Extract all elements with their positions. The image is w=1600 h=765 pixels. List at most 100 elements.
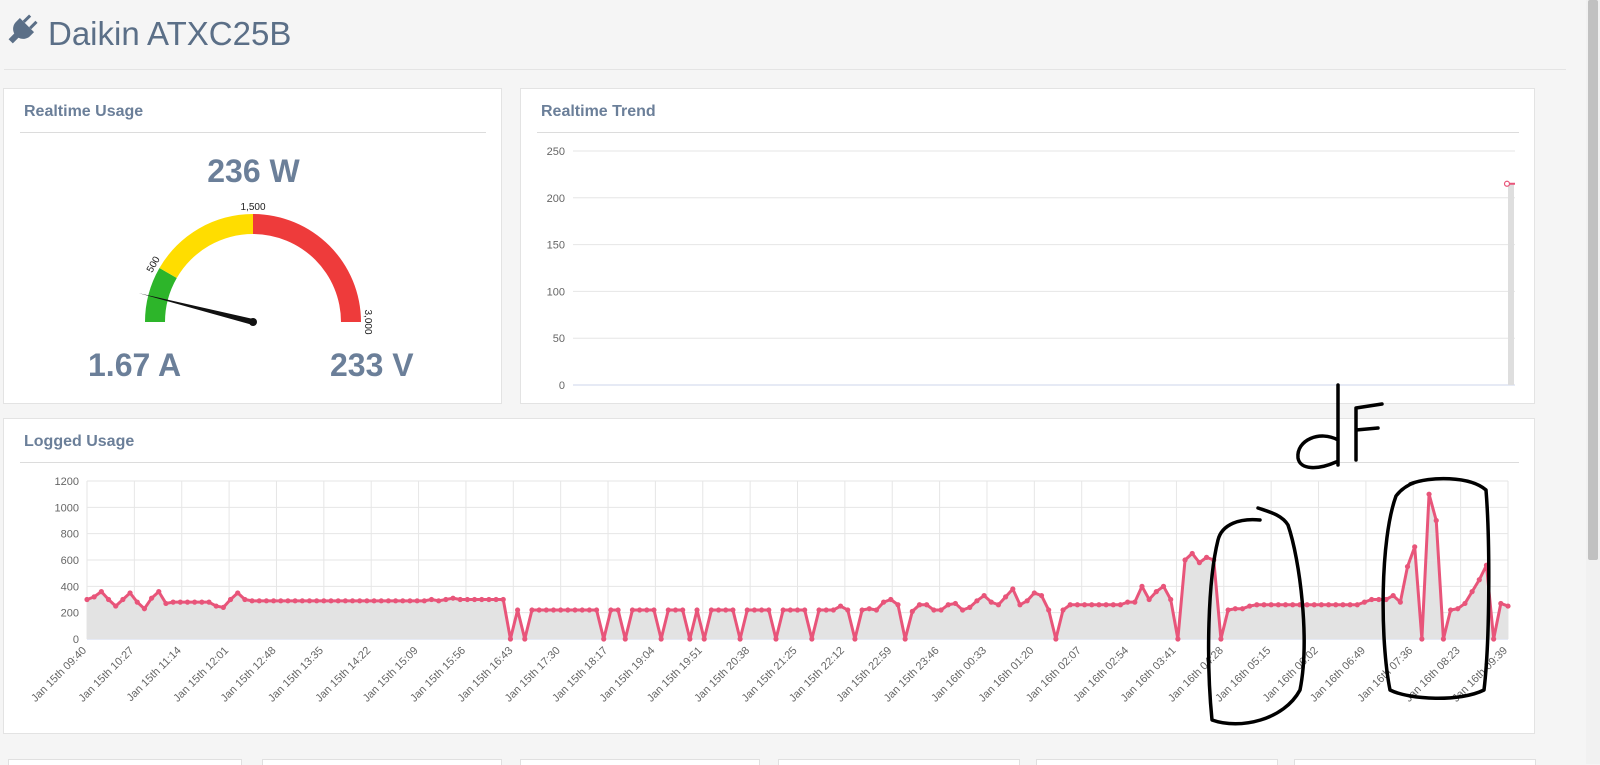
- bottom-panel-edge: [778, 759, 1020, 765]
- panel-divider: [537, 132, 1519, 133]
- logged-point: [206, 599, 212, 605]
- logged-point: [299, 598, 305, 604]
- logged-point: [1110, 602, 1116, 608]
- logged-point: [1340, 602, 1346, 608]
- logged-point: [98, 589, 104, 595]
- gauge-label: 3,000: [362, 309, 373, 334]
- logged-point: [1433, 517, 1439, 524]
- logged-point: [371, 598, 377, 604]
- logged-point: [84, 596, 90, 603]
- logged-point: [1376, 596, 1382, 603]
- logged-point: [751, 607, 758, 613]
- trend-y-tick: 200: [547, 193, 565, 205]
- logged-point: [967, 604, 973, 610]
- logged-point: [837, 603, 844, 609]
- logged-point: [823, 607, 829, 613]
- logged-point: [1247, 603, 1253, 609]
- logged-point: [278, 598, 284, 604]
- logged-point: [1354, 602, 1360, 608]
- logged-point: [163, 600, 169, 607]
- logged-point: [105, 596, 112, 603]
- logged-point: [1218, 636, 1224, 642]
- logged-point: [249, 598, 255, 604]
- scrollbar-thumb[interactable]: [1588, 0, 1598, 560]
- logged-point: [888, 596, 894, 603]
- logged-point: [1239, 606, 1246, 612]
- logged-point: [1168, 596, 1174, 603]
- logged-point: [536, 607, 542, 613]
- logged-point: [629, 607, 636, 613]
- logged-point: [608, 607, 614, 613]
- logged-point: [1139, 583, 1145, 589]
- logged-y-tick: 800: [61, 529, 79, 541]
- logged-point: [213, 603, 219, 609]
- logged-point: [141, 606, 148, 612]
- page-title: Daikin ATXC25B: [4, 14, 291, 54]
- logged-point: [1196, 560, 1202, 566]
- panel-divider: [20, 132, 486, 133]
- logged-point: [134, 599, 140, 605]
- logged-point: [529, 607, 535, 613]
- logged-point: [522, 636, 528, 642]
- logged-point: [881, 599, 887, 605]
- logged-point: [1053, 636, 1059, 642]
- logged-point: [1311, 602, 1317, 608]
- logged-point: [1390, 592, 1396, 599]
- logged-y-tick: 600: [61, 555, 79, 567]
- logged-point: [1089, 602, 1095, 608]
- power-value: 236 W: [207, 153, 300, 189]
- logged-point: [1476, 577, 1482, 583]
- logged-point: [148, 595, 155, 601]
- logged-point: [199, 599, 205, 605]
- logged-point: [644, 607, 650, 613]
- logged-point: [1462, 600, 1468, 607]
- logged-point: [895, 602, 901, 608]
- logged-point: [357, 598, 363, 604]
- logged-point: [1333, 602, 1339, 608]
- logged-point: [292, 598, 298, 604]
- logged-point: [787, 607, 793, 613]
- logged-point: [794, 607, 801, 613]
- page-scrollbar[interactable]: [1586, 0, 1600, 764]
- logged-point: [256, 598, 262, 604]
- logged-point: [1203, 554, 1210, 560]
- logged-point: [579, 607, 585, 613]
- logged-point: [1505, 603, 1511, 609]
- logged-point: [550, 607, 557, 613]
- logged-point: [931, 607, 937, 613]
- logged-point: [1275, 602, 1281, 608]
- logged-point: [802, 607, 808, 613]
- logged-point: [235, 590, 241, 596]
- logged-point: [285, 598, 291, 604]
- gauge-band-0: [145, 268, 177, 322]
- logged-point: [421, 598, 427, 604]
- logged-point: [981, 592, 987, 599]
- trend-y-tick: 250: [547, 146, 565, 158]
- logged-point: [873, 607, 880, 613]
- logged-point: [457, 596, 463, 603]
- logged-point: [342, 598, 348, 604]
- logged-point: [471, 596, 478, 603]
- logged-point: [1369, 596, 1375, 603]
- logged-usage-panel: Logged Usage 0 200 400 600 800 1000 1200 Jan 15…: [3, 418, 1535, 734]
- logged-point: [378, 598, 384, 604]
- logged-point: [852, 636, 858, 642]
- logged-point: [909, 608, 915, 614]
- logged-point: [486, 596, 492, 603]
- logged-area: [87, 494, 1508, 639]
- logged-point: [565, 607, 571, 613]
- logged-point: [988, 599, 994, 605]
- logged-point: [385, 598, 392, 604]
- logged-point: [816, 607, 822, 613]
- logged-point: [1081, 602, 1088, 608]
- logged-point: [737, 636, 743, 642]
- logged-point: [364, 598, 370, 604]
- logged-point: [672, 607, 679, 613]
- gauge-needle-pivot: [249, 318, 257, 326]
- device-name: Daikin ATXC25B: [48, 15, 292, 52]
- logged-point: [1254, 602, 1260, 608]
- logged-point: [1268, 602, 1274, 608]
- logged-point: [1297, 602, 1303, 608]
- logged-point: [464, 596, 470, 603]
